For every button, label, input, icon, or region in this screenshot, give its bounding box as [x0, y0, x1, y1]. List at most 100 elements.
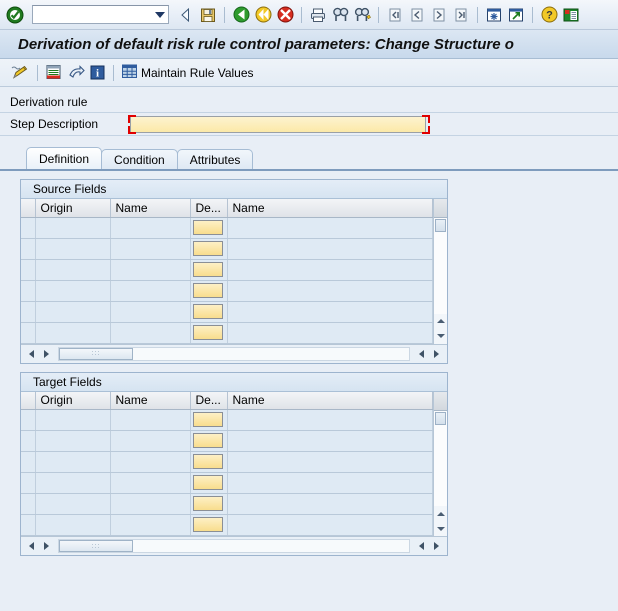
target-fields-vertical-scrollbar[interactable] — [433, 391, 447, 536]
de-dropdown[interactable] — [192, 261, 223, 277]
cell-de[interactable] — [190, 238, 228, 260]
cell-name-2[interactable] — [227, 493, 433, 515]
cell-origin[interactable] — [35, 301, 111, 323]
create-shortcut-icon[interactable] — [505, 4, 527, 26]
cell-name-2[interactable] — [227, 430, 433, 452]
row-selector[interactable] — [21, 514, 36, 536]
de-dropdown[interactable] — [192, 412, 223, 427]
first-page-icon[interactable] — [384, 4, 406, 26]
row-selector[interactable] — [21, 322, 36, 344]
cell-name-1[interactable] — [110, 451, 191, 473]
horizontal-scroll-thumb[interactable]: ::: — [59, 540, 133, 552]
cell-origin[interactable] — [35, 238, 111, 260]
print-icon[interactable] — [307, 4, 329, 26]
cancel-yellow-icon[interactable] — [252, 4, 274, 26]
cell-origin[interactable] — [35, 493, 111, 515]
horizontal-scroll-track[interactable]: ::: — [58, 539, 410, 553]
de-dropdown[interactable] — [192, 303, 223, 319]
column-header-name-1[interactable]: Name — [110, 391, 191, 410]
table-row[interactable] — [21, 280, 433, 302]
column-scroll-left-button[interactable] — [414, 539, 429, 554]
command-field[interactable] — [32, 5, 169, 24]
de-dropdown[interactable] — [192, 240, 223, 256]
horizontal-scroll-track[interactable]: ::: — [58, 346, 410, 361]
row-selector[interactable] — [21, 430, 36, 452]
select-all-header[interactable] — [21, 199, 36, 218]
de-dropdown[interactable] — [192, 282, 223, 298]
previous-page-icon[interactable] — [406, 4, 428, 26]
cell-origin[interactable] — [35, 259, 111, 281]
row-selector[interactable] — [21, 472, 36, 494]
cell-name-1[interactable] — [110, 514, 191, 536]
row-selector[interactable] — [21, 238, 36, 260]
de-dropdown[interactable] — [192, 454, 223, 469]
column-scroll-right-button[interactable] — [429, 539, 444, 554]
trace-arrow-icon[interactable] — [65, 62, 87, 84]
step-description-input[interactable] — [130, 115, 426, 133]
horizontal-scroll-thumb[interactable]: ::: — [59, 347, 133, 360]
column-header-de[interactable]: De... — [190, 391, 228, 410]
next-page-icon[interactable] — [428, 4, 450, 26]
cell-name-2[interactable] — [227, 409, 433, 431]
column-header-de[interactable]: De... — [190, 199, 228, 218]
table-row[interactable] — [21, 493, 433, 515]
tab-attributes[interactable]: Attributes — [176, 149, 254, 169]
select-all-header[interactable] — [21, 391, 36, 410]
table-row[interactable] — [21, 322, 433, 344]
source-fields-vertical-scrollbar[interactable] — [433, 199, 447, 344]
vertical-scroll-track[interactable] — [434, 410, 447, 506]
maintain-rule-values-button[interactable]: Maintain Rule Values — [119, 62, 256, 84]
cell-name-2[interactable] — [227, 280, 433, 302]
vertical-scroll-thumb[interactable] — [435, 411, 446, 425]
row-selector[interactable] — [21, 259, 36, 281]
cell-de[interactable] — [190, 301, 228, 323]
row-selector[interactable] — [21, 217, 36, 239]
scroll-up-button[interactable] — [434, 313, 447, 329]
table-row[interactable] — [21, 238, 433, 260]
tab-definition[interactable]: Definition — [26, 147, 103, 169]
cell-name-2[interactable] — [227, 301, 433, 323]
column-scroll-right-button[interactable] — [429, 346, 444, 361]
de-dropdown[interactable] — [192, 496, 223, 511]
cell-name-2[interactable] — [227, 217, 433, 239]
table-row[interactable] — [21, 409, 433, 431]
scroll-down-button[interactable] — [434, 521, 447, 536]
row-selector[interactable] — [21, 280, 36, 302]
pencil-display-change-icon[interactable] — [8, 62, 32, 84]
table-row[interactable] — [21, 514, 433, 536]
cell-de[interactable] — [190, 514, 228, 536]
cell-name-2[interactable] — [227, 514, 433, 536]
cell-origin[interactable] — [35, 430, 111, 452]
cell-de[interactable] — [190, 472, 228, 494]
row-selector[interactable] — [21, 301, 36, 323]
cell-name-1[interactable] — [110, 493, 191, 515]
table-row[interactable] — [21, 472, 433, 494]
cell-origin[interactable] — [35, 217, 111, 239]
cell-de[interactable] — [190, 451, 228, 473]
row-selector[interactable] — [21, 493, 36, 515]
cell-name-2[interactable] — [227, 322, 433, 344]
cell-name-1[interactable] — [110, 238, 191, 260]
column-header-name-1[interactable]: Name — [110, 199, 191, 218]
cell-name-2[interactable] — [227, 238, 433, 260]
scroll-left-button[interactable] — [24, 346, 39, 361]
cell-name-1[interactable] — [110, 280, 191, 302]
scroll-up-button[interactable] — [434, 506, 447, 521]
cell-de[interactable] — [190, 217, 228, 239]
save-icon[interactable] — [197, 4, 219, 26]
cell-origin[interactable] — [35, 514, 111, 536]
cell-origin[interactable] — [35, 322, 111, 344]
back-icon[interactable] — [175, 4, 197, 26]
cell-de[interactable] — [190, 280, 228, 302]
column-header-origin[interactable]: Origin — [35, 199, 111, 218]
cell-origin[interactable] — [35, 472, 111, 494]
cell-origin[interactable] — [35, 280, 111, 302]
cell-de[interactable] — [190, 322, 228, 344]
help-icon[interactable]: ? — [538, 4, 560, 26]
scroll-right-button[interactable] — [39, 346, 54, 361]
table-row[interactable] — [21, 301, 433, 323]
vertical-scroll-track[interactable] — [434, 218, 447, 314]
cell-name-1[interactable] — [110, 259, 191, 281]
cell-name-2[interactable] — [227, 259, 433, 281]
row-selector[interactable] — [21, 451, 36, 473]
